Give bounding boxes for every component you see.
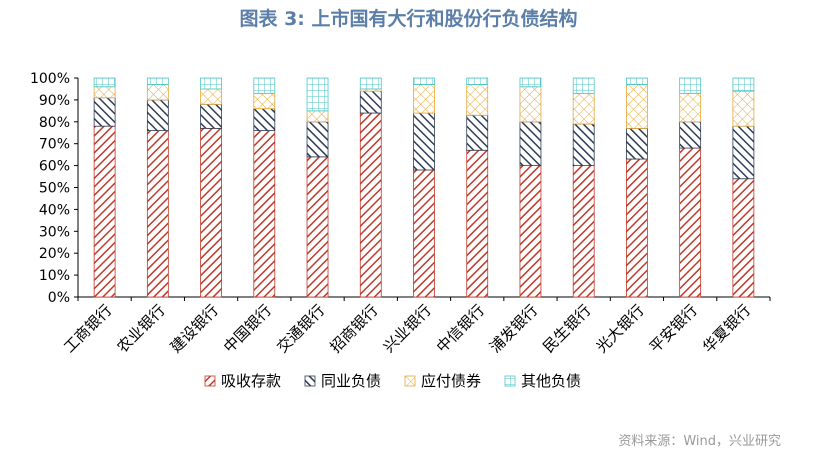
bar-segment — [146, 99, 169, 131]
bar-segment — [253, 92, 276, 110]
bar-segment — [732, 178, 755, 298]
y-tick-label: 100% — [30, 71, 70, 87]
bar-segment — [519, 77, 542, 88]
bar-segment — [572, 123, 595, 166]
y-tick-label: 70% — [39, 137, 70, 153]
bar-segment — [466, 77, 489, 85]
x-tick-label: 招商银行 — [326, 301, 381, 356]
bar-segment — [466, 84, 489, 116]
bar-segment — [93, 97, 116, 127]
bar-segment — [93, 86, 116, 99]
x-tick-label: 农业银行 — [114, 301, 169, 356]
bar-segment — [413, 77, 435, 85]
bar-segment — [146, 84, 169, 101]
bar-segment — [413, 112, 435, 171]
y-tick-label: 0% — [48, 290, 70, 306]
bar-segment — [306, 121, 329, 158]
x-tick-label: 平安银行 — [646, 301, 701, 356]
y-tick-label: 10% — [39, 268, 70, 284]
legend-label: 吸收存款 — [221, 372, 281, 390]
bar-segment — [679, 77, 702, 94]
bar-segment — [626, 158, 648, 298]
bar-segment — [679, 121, 702, 149]
bar-segment — [253, 130, 276, 298]
bar-segment — [679, 92, 702, 123]
x-tick-label: 兴业银行 — [380, 301, 435, 356]
bar-segment — [359, 90, 382, 114]
legend-swatch — [204, 375, 216, 387]
y-tick-label: 80% — [39, 115, 70, 131]
x-tick-label: 交通银行 — [273, 301, 328, 356]
legend-label: 其他负债 — [521, 372, 581, 390]
legend-swatch — [504, 375, 516, 387]
bar-segment — [519, 165, 542, 298]
bar-segment — [466, 114, 489, 151]
bar-segment — [519, 86, 542, 123]
bar-segment — [519, 121, 542, 167]
legend-label: 应付债券 — [421, 372, 481, 390]
y-tick-label: 60% — [39, 159, 70, 175]
bar-segment — [146, 130, 169, 298]
bar-segment — [413, 169, 435, 298]
bar-segment — [93, 125, 116, 298]
bar-segment — [200, 88, 222, 105]
bar-segment — [732, 77, 755, 92]
bar-segment — [200, 127, 222, 298]
bar-segment — [466, 149, 489, 298]
bar-segment — [626, 84, 648, 129]
bar-segment — [359, 112, 382, 298]
x-tick-label: 光大银行 — [593, 301, 648, 356]
bar-segment — [306, 77, 329, 112]
legend-swatch — [404, 375, 416, 387]
bar-segment — [253, 77, 276, 94]
bar-segment — [200, 77, 222, 90]
legend-swatch — [304, 375, 316, 387]
x-tick-label: 华夏银行 — [699, 301, 754, 356]
y-tick-label: 50% — [39, 181, 70, 197]
bar-segment — [253, 108, 276, 131]
bar-segment — [572, 165, 595, 298]
source-note: 资料来源：Wind，兴业研究 — [618, 434, 781, 449]
x-tick-label: 中信银行 — [433, 301, 488, 356]
chart-title: 图表 3: 上市国有大行和股份行负债结构 — [239, 8, 578, 30]
x-tick-label: 浦发银行 — [486, 301, 541, 356]
x-tick-label: 工商银行 — [60, 301, 115, 356]
bar-segment — [626, 127, 648, 160]
bar-segment — [306, 110, 329, 123]
bar-segment — [306, 156, 329, 298]
y-tick-label: 40% — [39, 202, 70, 218]
x-tick-label: 民生银行 — [539, 301, 594, 356]
legend-label: 同业负债 — [321, 372, 381, 390]
bar-segment — [572, 92, 595, 125]
bar-segment — [732, 125, 755, 180]
bar-segment — [626, 77, 648, 85]
bar-segment — [572, 77, 595, 94]
bar-segment — [732, 90, 755, 127]
bar-segment — [413, 84, 435, 114]
bar-segment — [93, 77, 116, 88]
bar-segment — [200, 103, 222, 129]
y-tick-label: 30% — [39, 224, 70, 240]
y-tick-label: 90% — [39, 93, 70, 109]
bar-segment — [146, 77, 169, 85]
x-tick-label: 中国银行 — [220, 301, 275, 356]
bar-segment — [359, 77, 382, 90]
bar-segment — [679, 147, 702, 298]
y-tick-label: 20% — [39, 246, 70, 262]
x-tick-label: 建设银行 — [167, 301, 222, 356]
